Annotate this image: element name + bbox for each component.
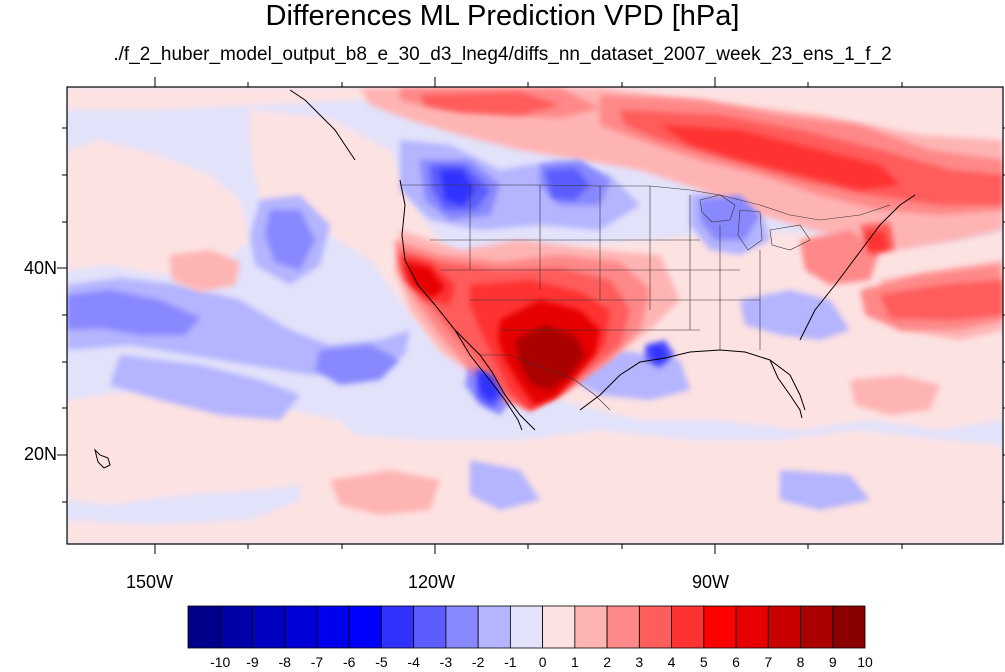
colorbar-tick-label: 4 [667, 654, 676, 670]
political-border [769, 224, 811, 251]
coastline [769, 359, 803, 419]
political-border [737, 209, 763, 251]
coastline [289, 89, 356, 161]
map-subtitle: ./f_2_huber_model_output_b8_e_30_d3_lneg… [113, 44, 892, 65]
lat-label-20n: 20N [24, 444, 58, 464]
colorbar-box [348, 605, 382, 649]
colorbar-box [574, 605, 608, 649]
map-title: Differences ML Prediction VPD [hPa] [265, 0, 740, 32]
colorbar-box [187, 605, 221, 649]
colorbar-box [316, 605, 350, 649]
colorbar-box [735, 605, 769, 649]
axis-ticks [57, 77, 1005, 554]
colorbar-tick-label: 5 [699, 654, 708, 670]
colorbar [187, 605, 866, 649]
colorbar-box [703, 605, 737, 649]
colorbar-tick-label: -3 [439, 654, 453, 670]
colorbar-box [542, 605, 576, 649]
colorbar-box [252, 605, 286, 649]
colorbar-box [477, 605, 511, 649]
colorbar-box [219, 605, 253, 649]
boundaries [94, 89, 916, 469]
lat-label-40n: 40N [24, 258, 58, 278]
coastline [579, 349, 806, 411]
colorbar-tick-label: -1 [504, 654, 517, 670]
colorbar-tick-label: 0 [538, 654, 547, 670]
colorbar-tick-label: 9 [828, 654, 837, 670]
lon-label-120w: 120W [408, 572, 456, 592]
lon-label-150w: 150W [126, 572, 174, 592]
colorbar-tick-label: 3 [635, 654, 644, 670]
colorbar-box [381, 605, 415, 649]
colorbar-tick-label: -9 [246, 654, 259, 670]
colorbar-box [767, 605, 801, 649]
colorbar-box [413, 605, 447, 649]
political-border [430, 185, 761, 350]
colorbar-tick-label: -4 [407, 654, 420, 670]
coastline [799, 194, 916, 341]
coastline [454, 329, 523, 431]
coastline [94, 448, 111, 469]
colorbar-tick-label: -7 [310, 654, 324, 670]
contour-level-19 [515, 325, 585, 390]
lon-label-90w: 90W [692, 572, 730, 592]
colorbar-tick-label: -8 [278, 654, 291, 670]
colorbar-box [800, 605, 834, 649]
colorbar-box [832, 605, 866, 649]
colorbar-tick-label: 1 [570, 654, 579, 670]
colorbar-tick-label: -10 [210, 654, 231, 670]
difference-field [67, 87, 1003, 544]
colorbar-tick-label: 10 [857, 654, 873, 670]
colorbar-box [445, 605, 479, 649]
colorbar-tick-label: 8 [796, 654, 805, 670]
colorbar-box [509, 605, 544, 649]
colorbar-box [606, 605, 640, 649]
political-border [699, 194, 736, 223]
colorbar-tick-label: -2 [471, 654, 485, 670]
contour-level-6 [440, 170, 668, 402]
colorbar-box [671, 605, 705, 649]
colorbar-box [638, 605, 672, 649]
colorbar-tick-label: -6 [342, 654, 356, 670]
colorbar-tick-label: 2 [603, 654, 611, 670]
colorbar-tick-label: 6 [732, 654, 740, 670]
colorbar-tick-label: -5 [375, 654, 388, 670]
colorbar-box [284, 605, 318, 649]
political-border [400, 184, 891, 221]
colorbar-tick-label: 7 [764, 654, 773, 670]
political-border [480, 354, 611, 411]
